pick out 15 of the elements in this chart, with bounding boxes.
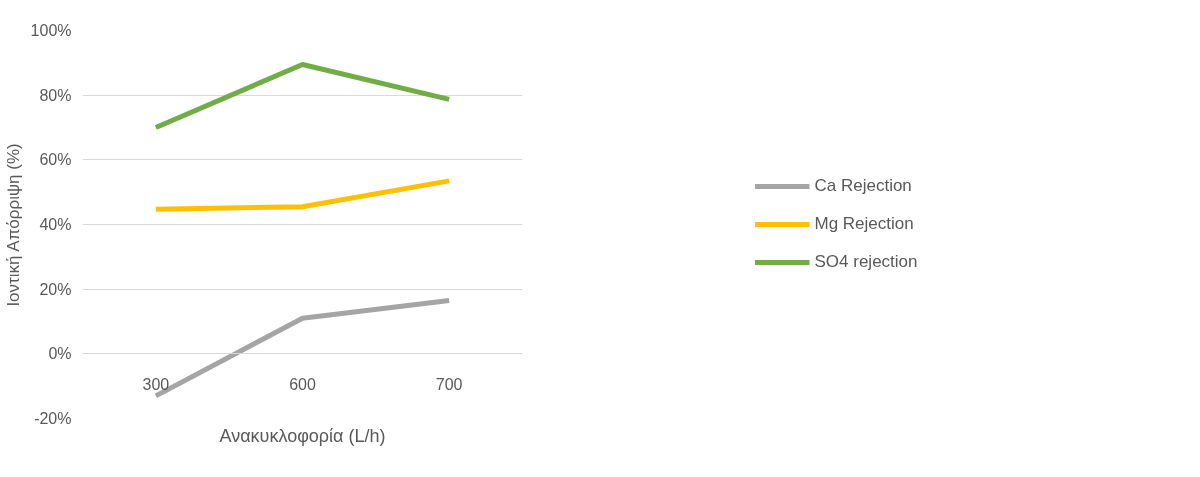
y-tick-label: 40% [39,216,72,233]
legend-label: Mg Rejection [814,214,914,234]
y-tick-label: -20% [34,410,72,427]
y-tick-label: 0% [48,345,72,363]
legend-label: SO4 rejection [814,252,918,272]
y-tick-label: 20% [39,280,72,298]
x-tick-label: 600 [289,375,316,393]
y-tick-label: 100% [30,22,72,39]
legend-label: Ca Rejection [814,176,912,196]
y-tick-label: 60% [39,151,72,169]
x-tick-label: 700 [435,375,463,393]
y-axis-title: Ιοντική Απόρριψη (%) [3,143,23,307]
y-tick-label: 80% [39,86,72,104]
x-axis-title: Ανακυκλοφορία (L/h) [219,425,386,446]
x-tick-label: 300 [142,375,170,393]
